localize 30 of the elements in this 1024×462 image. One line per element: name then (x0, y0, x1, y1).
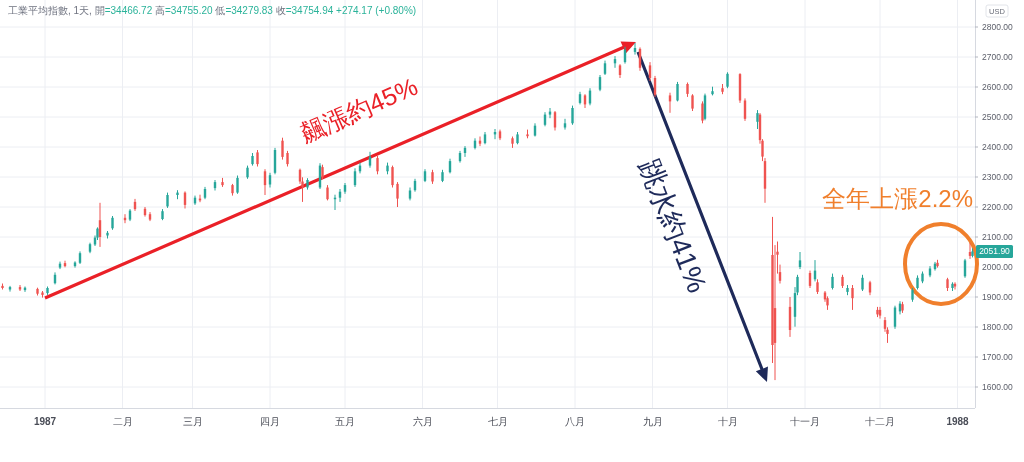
x-tick-label: 1988 (946, 416, 970, 427)
y-tick-label: 2600.00 (982, 82, 1013, 92)
annotation: 跳水約41% (633, 155, 713, 297)
y-tick-label: 2000.00 (982, 262, 1013, 272)
x-tick-label: 五月 (335, 416, 355, 427)
annotation: 飆漲約45% (295, 71, 422, 148)
subtitle: 工業平均指數, 1天, 開=34466.72 高=34755.20 低=34279.83 收=34754.94 +274.17 (+0.80%) (8, 5, 417, 16)
y-tick-label: 2400.00 (982, 142, 1013, 152)
y-tick-label: 2100.00 (982, 232, 1013, 242)
x-tick-label: 十月 (717, 416, 738, 427)
y-tick-label: 2200.00 (982, 202, 1013, 212)
annotation: 全年上漲2.2% (822, 185, 973, 212)
x-tick-label: 三月 (182, 416, 203, 427)
x-tick-label: 十二月 (865, 416, 895, 427)
x-tick-label: 九月 (642, 416, 663, 427)
y-tick-label: 2700.00 (982, 52, 1013, 62)
x-tick-label: 六月 (412, 416, 433, 427)
y-tick-label: 1800.00 (982, 322, 1013, 332)
y-tick-label: 2300.00 (982, 172, 1013, 182)
x-tick-label: 十一月 (790, 416, 820, 427)
x-tick-label: 二月 (112, 416, 133, 427)
y-tick-label: 2500.00 (982, 112, 1013, 122)
x-tick-label: 四月 (260, 416, 280, 427)
y-tick-label: 1600.00 (982, 382, 1013, 392)
x-tick-label: 八月 (565, 416, 585, 427)
y-tick-label: 1700.00 (982, 352, 1013, 362)
x-tick-label: 1987 (33, 416, 57, 427)
y-tick-label: 2800.00 (982, 22, 1013, 32)
y-tick-label: 1900.00 (982, 292, 1013, 302)
x-tick-label: 七月 (487, 416, 508, 427)
